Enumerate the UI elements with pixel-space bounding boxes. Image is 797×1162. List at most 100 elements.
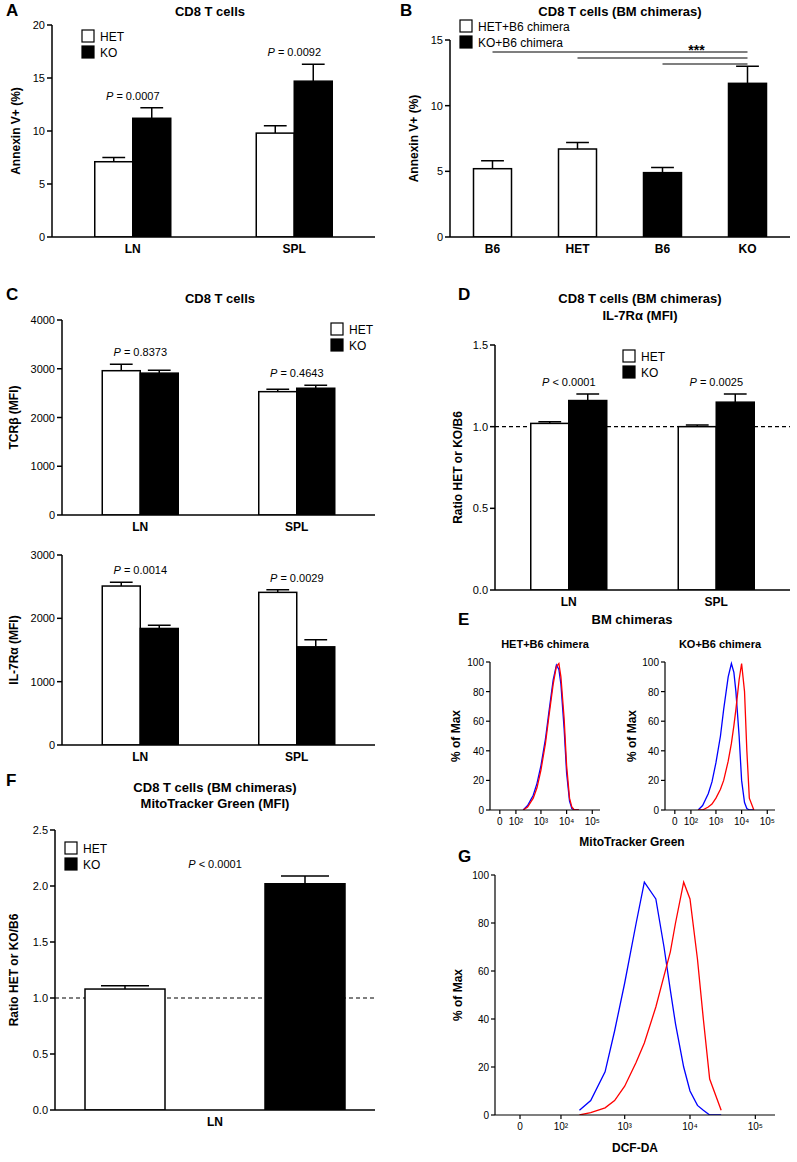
y-tick [486,661,490,662]
x-tick-label: 10⁴ [682,1121,697,1132]
y-tick [47,77,52,79]
y-tick [661,780,665,781]
panel-letter: F [6,771,16,790]
x-tick [566,810,567,814]
x-axis [665,809,775,810]
y-tick [57,466,62,468]
y-axis-label: TCRβ (MFI) [7,386,21,450]
histogram-line [579,882,721,1115]
y-tick [491,922,495,923]
x-tick [515,810,516,814]
bar [474,169,512,237]
y-tick-label: 0.0 [473,584,488,596]
legend-label: KO [349,339,366,353]
error-bar [736,66,759,83]
y-tick-label: 5 [39,178,45,190]
y-tick [50,1109,55,1111]
x-tick-label: 10⁴ [559,816,574,827]
figure: ACD8 T cellsAnnexin V+ (%)LNSPL05101520P… [0,0,797,1162]
y-tick [57,554,62,556]
y-axis [54,830,56,1110]
x-tick-label: HET [566,242,591,256]
y-tick [661,721,665,722]
legend-swatch [623,350,635,362]
plot-area [474,66,767,237]
legend-label: KO+B6 chimera [478,36,563,50]
legend-swatch [623,366,635,378]
x-tick [519,1115,520,1119]
x-tick-label: 10² [684,816,699,827]
y-tick [661,750,665,751]
y-tick [486,780,490,781]
legend-swatch [460,20,472,32]
bar [102,586,140,745]
y-tick [490,508,495,510]
x-axis [450,236,790,238]
y-tick [490,426,495,428]
y-tick-label: 40 [478,1014,490,1025]
bar [716,402,754,590]
legend-label: HET [83,842,108,856]
x-tick [715,810,716,814]
y-tick [57,744,62,746]
y-tick-label: 1.5 [473,339,488,351]
y-axis-label: Ratio HET or KO/B6 [451,411,465,524]
bar [140,373,178,515]
y-tick [50,997,55,999]
p-value: P = 0.0025 [689,376,743,388]
y-tick-label: 60 [478,966,490,977]
y-tick [50,885,55,887]
legend-label: HET+B6 chimera [478,20,570,34]
y-tick-label: 0 [483,1110,489,1121]
y-tick [57,514,62,516]
x-tick-label: 10³ [709,816,724,827]
bar [140,628,178,745]
x-tick-label: 10⁵ [760,816,775,827]
error-bar [566,142,589,149]
y-axis [664,662,665,810]
y-tick-label: 3000 [31,363,55,375]
y-tick-label: 60 [648,716,660,727]
y-axis-label: Annexin V+ (%) [407,95,421,183]
x-tick-label: SPL [705,595,728,609]
y-axis [449,40,451,237]
legend-swatch [331,339,343,351]
y-tick-label: 80 [648,687,660,698]
plot-area [579,882,721,1115]
plot-area [102,582,335,745]
y-tick-label: 1.0 [473,421,488,433]
y-tick-label: 5 [437,165,443,177]
y-tick [47,183,52,185]
title: CD8 T cells [175,4,245,19]
x-tick [755,1115,756,1119]
x-axis [495,1114,775,1115]
plot-area [102,364,335,515]
error-bar [264,126,287,133]
p-symbol: P [188,858,196,870]
y-tick-label: 20 [33,19,45,31]
bar [294,81,332,237]
y-axis-label: IL-7Rα (MFI) [7,615,21,684]
y-tick [445,105,450,107]
p-symbol: P [270,572,278,584]
legend-swatch [82,46,94,58]
page: {"chart_data": [ {"panel": "A", "type": … [0,0,797,1162]
y-tick [50,829,55,831]
x-axis [55,1109,375,1111]
error-bar [101,986,149,989]
y-tick [486,750,490,751]
y-axis-label: Annexin V+ (%) [9,87,23,175]
legend-swatch [460,36,472,48]
p-value: P = 0.0029 [270,572,324,584]
bar [265,884,345,1110]
y-tick [491,1066,495,1067]
y-tick [445,171,450,173]
x-axis [490,809,600,810]
error-bar [110,364,133,370]
title: CD8 T cells (BM chimeras) [538,4,701,19]
histogram-line [579,882,721,1115]
y-tick-label: 40 [473,746,485,757]
title: BM chimeras [592,612,673,627]
error-bar [281,876,329,884]
significance-line [578,57,748,58]
